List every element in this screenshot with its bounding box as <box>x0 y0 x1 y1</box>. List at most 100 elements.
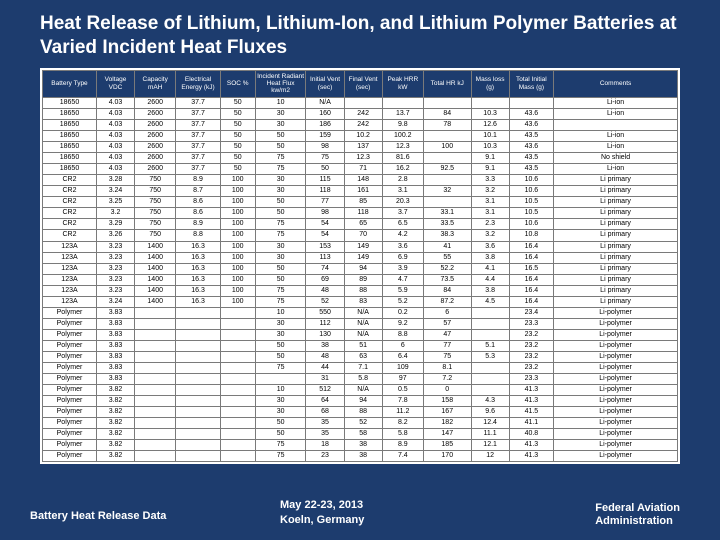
table-cell: 75 <box>255 451 306 462</box>
table-cell: 3.23 <box>96 285 134 296</box>
table-cell: 0.5 <box>382 385 423 396</box>
table-cell: 6.5 <box>382 219 423 230</box>
table-cell: 3.82 <box>96 407 134 418</box>
table-cell: 4.03 <box>96 108 134 119</box>
table-cell: 88 <box>344 407 382 418</box>
table-cell: Polymer <box>43 385 97 396</box>
table-cell: 5.8 <box>344 374 382 385</box>
table-cell: CR2 <box>43 230 97 241</box>
table-cell <box>471 374 509 385</box>
table-cell: 100 <box>220 197 255 208</box>
table-header-cell: Total Initial Mass (g) <box>509 70 553 97</box>
table-cell: 2600 <box>135 142 176 153</box>
table-cell: 100.2 <box>382 131 423 142</box>
table-cell: 9.1 <box>471 164 509 175</box>
table-cell <box>220 351 255 362</box>
table-cell: 118 <box>344 208 382 219</box>
table-cell: 3.25 <box>96 197 134 208</box>
table-cell <box>135 318 176 329</box>
table-cell: 2600 <box>135 131 176 142</box>
table-cell: 3.23 <box>96 252 134 263</box>
table-cell: 100 <box>220 175 255 186</box>
table-header-cell: Battery Type <box>43 70 97 97</box>
table-cell: 3.23 <box>96 263 134 274</box>
table-cell: 123A <box>43 263 97 274</box>
table-cell <box>176 385 220 396</box>
table-cell: 52.2 <box>423 263 471 274</box>
table-cell: 50 <box>220 142 255 153</box>
table-cell: CR2 <box>43 219 97 230</box>
table-cell: 74 <box>306 263 344 274</box>
table-cell <box>135 440 176 451</box>
table-cell: 13.7 <box>382 108 423 119</box>
table-cell: 16.3 <box>176 285 220 296</box>
table-cell: 38.3 <box>423 230 471 241</box>
table-cell: Li primary <box>554 208 678 219</box>
table-cell: 3.82 <box>96 396 134 407</box>
table-cell: 16.4 <box>509 285 553 296</box>
table-cell: 75 <box>255 230 306 241</box>
table-cell <box>220 318 255 329</box>
table-row: Polymer3.835048636.4755.323.2Li-polymer <box>43 351 678 362</box>
table-cell <box>220 385 255 396</box>
table-cell: 30 <box>255 186 306 197</box>
table-cell: 41.3 <box>509 451 553 462</box>
table-cell: 12.3 <box>344 153 382 164</box>
footer-left: Battery Heat Release Data <box>30 510 166 522</box>
table-cell: 9.6 <box>471 407 509 418</box>
table-cell: 3.23 <box>96 241 134 252</box>
table-cell <box>554 120 678 131</box>
table-cell: N/A <box>344 318 382 329</box>
table-cell: Li primary <box>554 241 678 252</box>
table-cell: 97 <box>382 374 423 385</box>
table-cell: 123A <box>43 241 97 252</box>
table-cell: 75 <box>255 219 306 230</box>
table-cell: 52 <box>344 418 382 429</box>
table-header-cell: Mass loss (g) <box>471 70 509 97</box>
table-cell <box>423 131 471 142</box>
table-cell: 50 <box>255 274 306 285</box>
table-cell: Li primary <box>554 230 678 241</box>
table-row: 123A3.23140016.3100301131496.9553.816.4L… <box>43 252 678 263</box>
table-cell: 38 <box>344 451 382 462</box>
table-cell: 30 <box>255 175 306 186</box>
table-cell: 1400 <box>135 252 176 263</box>
table-cell <box>423 153 471 164</box>
table-cell: 23.2 <box>509 363 553 374</box>
table-cell <box>423 175 471 186</box>
table-cell: 18650 <box>43 142 97 153</box>
table-cell: 137 <box>344 142 382 153</box>
table-cell <box>135 340 176 351</box>
table-cell: 43.5 <box>509 131 553 142</box>
table-cell: Li-ion <box>554 131 678 142</box>
table-cell: 100 <box>220 285 255 296</box>
table-cell: 6 <box>423 307 471 318</box>
table-cell: 5.3 <box>471 351 509 362</box>
table-cell: 3.24 <box>96 186 134 197</box>
table-cell: 43.6 <box>509 108 553 119</box>
table-cell: 10 <box>255 97 306 108</box>
table-cell: Polymer <box>43 329 97 340</box>
table-cell: 37.7 <box>176 153 220 164</box>
table-cell: 7.4 <box>382 451 423 462</box>
table-cell <box>255 374 306 385</box>
table-row: Polymer3.8330130N/A8.84723.2Li-polymer <box>43 329 678 340</box>
table-cell <box>471 307 509 318</box>
footer-right: Federal Aviation Administration <box>595 502 680 528</box>
table-cell: 153 <box>306 241 344 252</box>
table-header-cell: Incident Radiant Heat Flux kw/m2 <box>255 70 306 97</box>
table-cell: 4.03 <box>96 97 134 108</box>
table-cell <box>471 97 509 108</box>
table-cell: 4.03 <box>96 120 134 131</box>
table-cell: 242 <box>344 120 382 131</box>
table-cell: 50 <box>255 263 306 274</box>
table-cell <box>471 385 509 396</box>
table-cell: 50 <box>255 131 306 142</box>
table-cell: 12.4 <box>471 418 509 429</box>
table-cell: 8.1 <box>423 363 471 374</box>
table-cell: 10.3 <box>471 142 509 153</box>
table-cell: 50 <box>255 208 306 219</box>
table-cell: 3.28 <box>96 175 134 186</box>
table-cell: Li-polymer <box>554 329 678 340</box>
table-cell: Li-polymer <box>554 396 678 407</box>
